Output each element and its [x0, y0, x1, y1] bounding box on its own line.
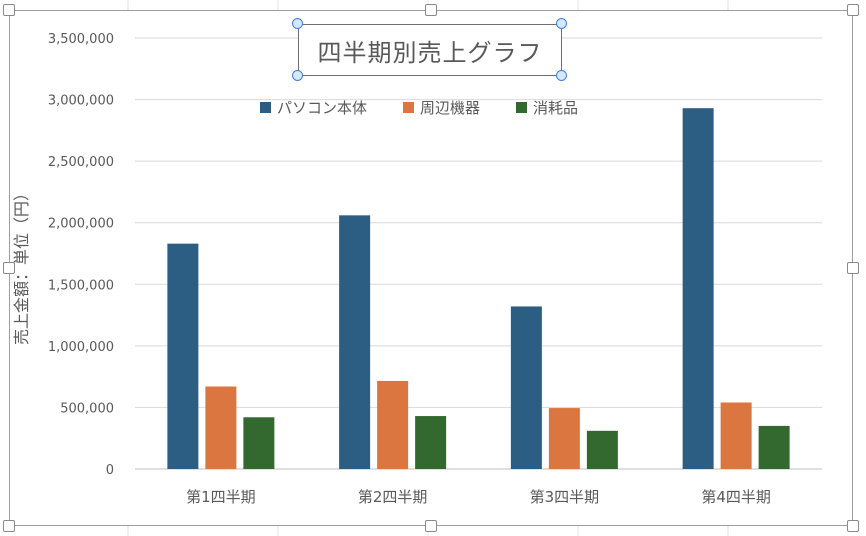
legend-swatch	[260, 101, 271, 113]
legend-label: パソコン本体	[277, 98, 368, 117]
legend-item-1: 周辺機器	[403, 97, 480, 118]
bar-1-2[interactable]	[415, 416, 447, 469]
x-tick-label: 第4四半期	[701, 488, 771, 506]
legend-label: 周辺機器	[420, 98, 481, 117]
bar-3-0[interactable]	[682, 108, 714, 469]
resize-handle-bottom-right[interactable]	[847, 520, 859, 532]
bar-0-1[interactable]	[205, 386, 237, 469]
chart-title[interactable]: 四半期別売上グラフ	[298, 24, 562, 76]
y-tick-label: 1,500,000	[48, 278, 114, 293]
bar-1-0[interactable]	[339, 215, 371, 469]
legend-swatch	[403, 101, 415, 113]
resize-handle-top[interactable]	[425, 4, 437, 16]
resize-handle-top-left[interactable]	[3, 4, 15, 16]
y-tick-label: 3,000,000	[48, 94, 114, 109]
legend-swatch	[516, 101, 528, 113]
legend-item-0: パソコン本体	[260, 97, 367, 118]
title-handle-top-right[interactable]	[556, 18, 567, 29]
resize-handle-bottom[interactable]	[425, 520, 437, 532]
bar-0-0[interactable]	[167, 243, 199, 469]
y-tick-label: 2,000,000	[48, 217, 114, 232]
x-tick-label: 第3四半期	[530, 488, 600, 506]
bar-2-2[interactable]	[586, 430, 618, 469]
bar-2-0[interactable]	[510, 306, 542, 469]
y-tick-label: 500,000	[60, 401, 114, 416]
resize-handle-right[interactable]	[847, 262, 859, 274]
resize-handle-left[interactable]	[3, 262, 15, 274]
y-tick-label: 0	[106, 463, 114, 478]
resize-handle-bottom-left[interactable]	[3, 520, 15, 532]
chart-legend[interactable]: パソコン本体 周辺機器 消耗品	[260, 96, 614, 118]
title-handle-top-left[interactable]	[292, 18, 303, 29]
legend-item-2: 消耗品	[516, 97, 578, 118]
y-axis-title[interactable]: 売上金額：単位（円）	[12, 185, 31, 346]
bar-3-1[interactable]	[720, 402, 752, 469]
legend-label: 消耗品	[533, 98, 579, 117]
y-tick-label: 2,500,000	[48, 155, 114, 170]
x-tick-label: 第1四半期	[186, 488, 256, 506]
bar-2-1[interactable]	[548, 408, 580, 469]
y-tick-label: 1,000,000	[48, 340, 114, 355]
title-handle-bottom-right[interactable]	[556, 70, 567, 81]
resize-handle-top-right[interactable]	[847, 4, 859, 16]
title-handle-bottom-left[interactable]	[292, 70, 303, 81]
x-tick-label: 第2四半期	[358, 488, 428, 506]
bar-1-1[interactable]	[377, 380, 409, 469]
y-tick-label: 3,500,000	[48, 32, 114, 47]
bar-3-2[interactable]	[758, 425, 790, 469]
bar-0-2[interactable]	[243, 417, 275, 469]
